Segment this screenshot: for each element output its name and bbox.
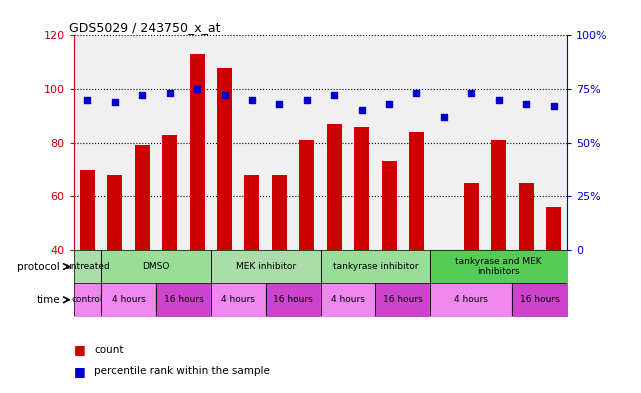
Bar [135,145,150,250]
Text: 4 hours: 4 hours [221,295,255,304]
Text: count: count [94,345,124,355]
Bar [190,54,204,250]
Text: DMSO: DMSO [142,262,170,271]
Text: 4 hours: 4 hours [454,295,488,304]
Text: 16 hours: 16 hours [163,295,203,304]
Bar [299,140,314,250]
Bar [327,124,342,250]
Text: tankyrase and MEK
inhibitors: tankyrase and MEK inhibitors [455,257,542,276]
Text: 16 hours: 16 hours [383,295,422,304]
Bar [409,132,424,250]
Text: time: time [37,295,60,305]
Point [82,97,92,103]
Text: ■: ■ [74,365,85,378]
Text: 16 hours: 16 hours [520,295,560,304]
Text: untreated: untreated [65,262,110,271]
Point [466,90,476,96]
Text: 4 hours: 4 hours [331,295,365,304]
Point [494,97,504,103]
Text: 4 hours: 4 hours [112,295,146,304]
Bar [162,135,177,250]
Point [412,90,422,96]
Text: GDS5029 / 243750_x_at: GDS5029 / 243750_x_at [69,21,221,34]
Text: ■: ■ [74,343,85,356]
Bar [272,175,287,250]
Bar [354,127,369,250]
Point [521,101,531,107]
Point [438,114,449,120]
Point [329,92,339,99]
Point [274,101,285,107]
Point [219,92,229,99]
Bar [80,169,95,250]
Point [137,92,147,99]
Point [384,101,394,107]
Bar [546,207,561,250]
Text: tankyrase inhibitor: tankyrase inhibitor [333,262,418,271]
Text: 16 hours: 16 hours [273,295,313,304]
Point [356,107,367,114]
Point [549,103,559,109]
Text: control: control [72,295,103,304]
Text: MEK inhibitor: MEK inhibitor [236,262,296,271]
Point [110,99,120,105]
Point [192,86,203,92]
Point [302,97,312,103]
Bar [491,140,506,250]
Text: percentile rank within the sample: percentile rank within the sample [94,366,270,376]
Point [247,97,257,103]
Bar [464,183,479,250]
Bar [217,68,232,250]
Bar [381,162,397,250]
Text: protocol: protocol [17,262,60,272]
Bar [107,175,122,250]
Point [165,90,175,96]
Bar [244,175,260,250]
Bar [519,183,534,250]
